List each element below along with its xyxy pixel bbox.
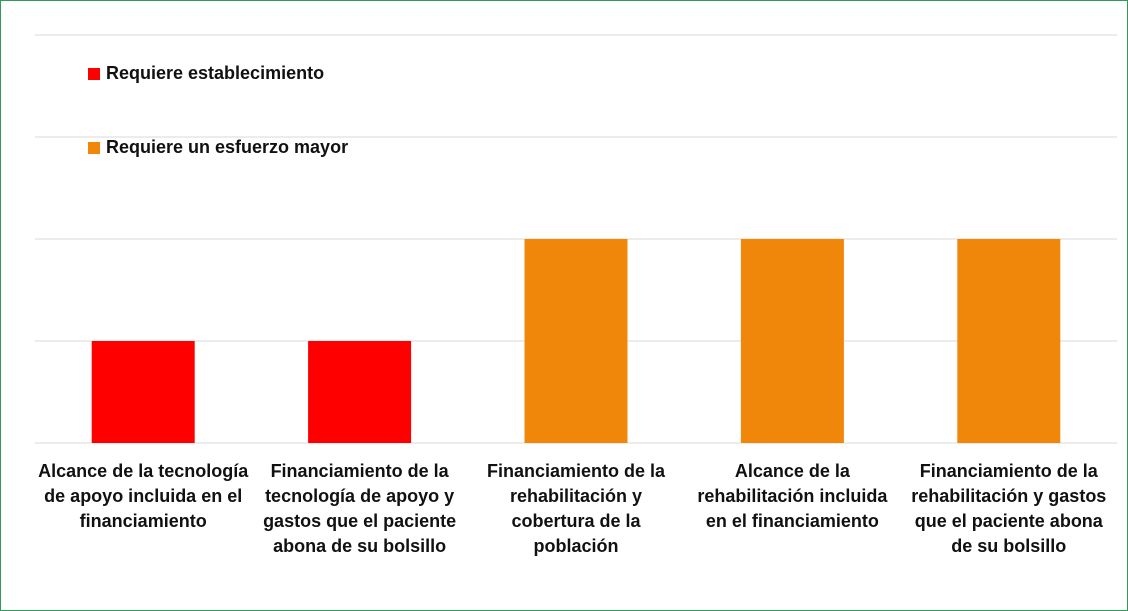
x-tick-label: Alcance de la tecnología de apoyo incluid… <box>38 461 249 531</box>
bar <box>957 239 1061 443</box>
x-tick-label: Alcance de la rehabilitación incluida en e… <box>697 461 888 531</box>
x-tick-label: Financiamiento de la rehabilitación y cobe… <box>487 461 666 556</box>
legend-swatch <box>88 68 100 80</box>
bar <box>524 239 628 443</box>
x-tick-label: Financiamiento de la tecnología de apoyo … <box>263 461 456 556</box>
bar <box>308 341 412 443</box>
x-tick-label: Financiamiento de la rehabilitación y gas… <box>911 461 1106 556</box>
legend-swatch <box>88 142 100 154</box>
bar <box>740 239 844 443</box>
bar <box>91 341 195 443</box>
legend-label: Requiere establecimiento <box>106 63 324 83</box>
legend-label: Requiere un esfuerzo mayor <box>106 137 348 157</box>
